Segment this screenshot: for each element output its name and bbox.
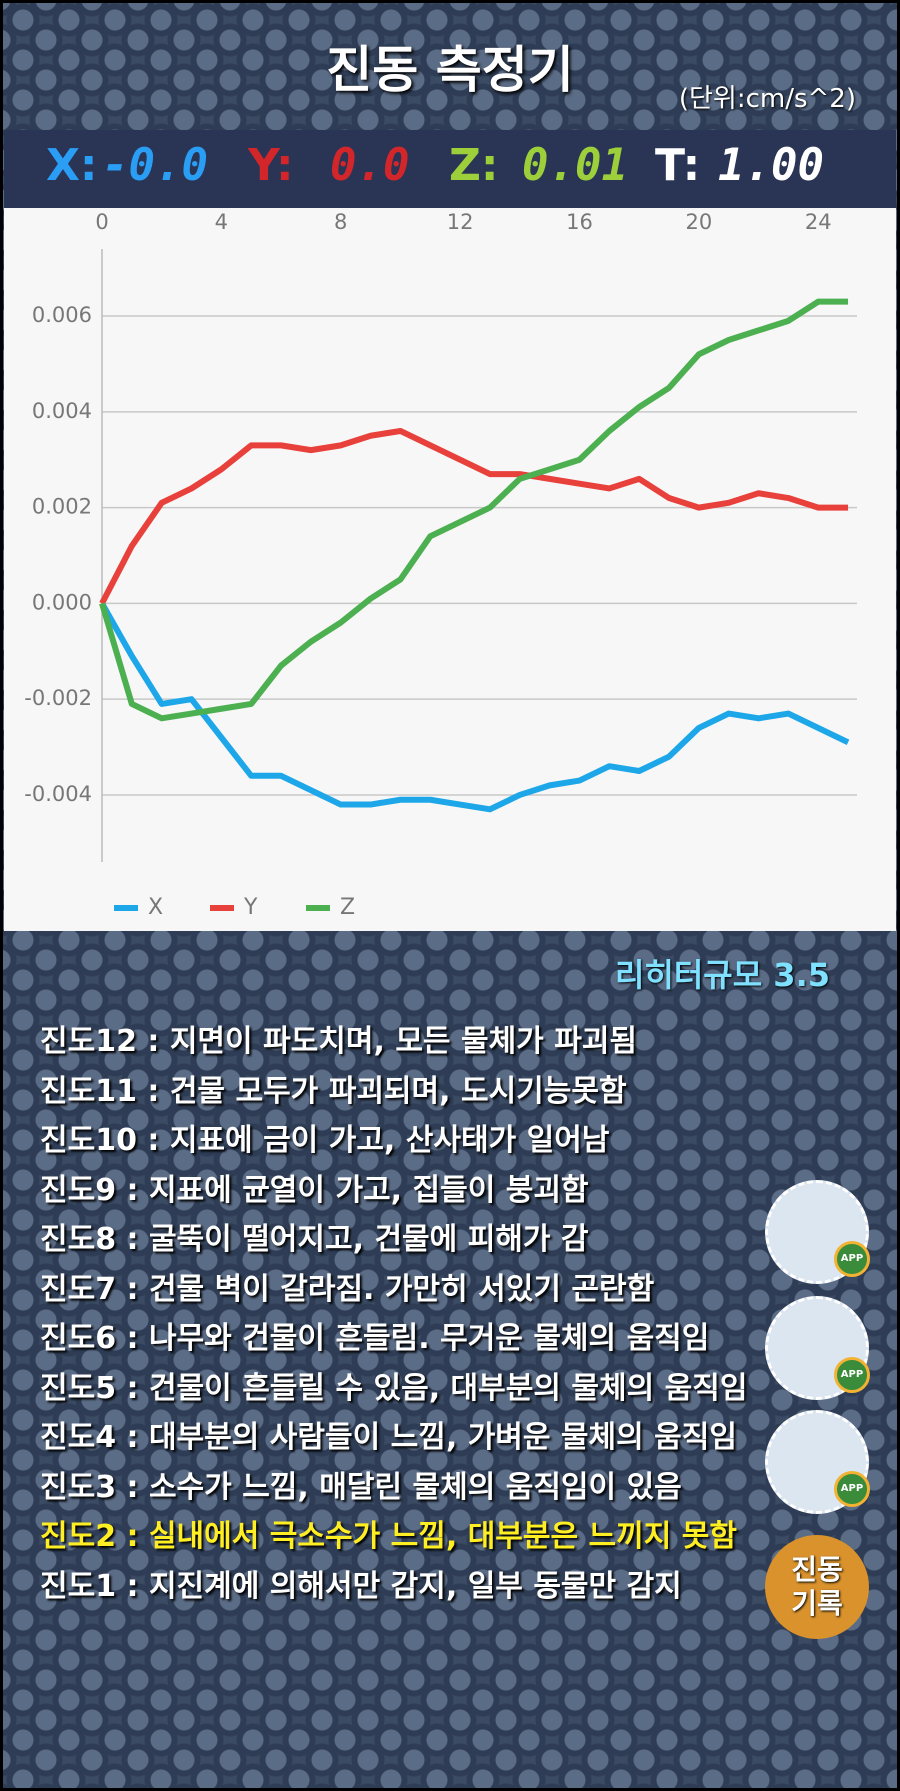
series-line [99, 601, 850, 813]
record-button-label: 진동 기록 [791, 1553, 843, 1620]
x-tick-label: 12 [447, 210, 474, 234]
level-item: 진도10 : 지표에 금이 가고, 산사태가 일어남 [40, 1123, 610, 1158]
app-icon[interactable]: APP [765, 1410, 870, 1514]
y-tick-label: -0.002 [24, 686, 92, 710]
readout-label: T: [655, 140, 701, 191]
level-item: 진도2 : 실내에서 극소수가 느낌, 대부분은 느끼지 못함 [40, 1519, 737, 1554]
readout-value: 0.0 [330, 140, 410, 191]
app-title: 진동 측정기 [326, 41, 574, 99]
app-badge: APP [834, 1471, 870, 1507]
level-item: 진도5 : 건물이 흔들릴 수 있음, 대부분의 물체의 움직임 [40, 1370, 748, 1406]
level-item: 진도6 : 나무와 건물이 흔들림. 무거운 물체의 움직임 [40, 1321, 710, 1356]
readout-label: X: [46, 140, 98, 191]
level-item: 진도4 : 대부분의 사람들이 느낌, 가벼운 물체의 움직임 [40, 1420, 737, 1455]
x-tick-label: 16 [566, 210, 593, 234]
y-tick-label: 0.000 [32, 590, 92, 614]
app-badge: APP [834, 1357, 870, 1393]
series-line [99, 298, 849, 722]
app-icon[interactable]: APP [765, 1180, 870, 1284]
readout-value: -0.0 [102, 140, 208, 191]
x-tick-label: 4 [215, 210, 228, 234]
app-icon[interactable]: APP [765, 1296, 870, 1400]
y-tick-label: 0.002 [32, 495, 92, 519]
readout-label: Y: [248, 140, 294, 191]
legend-label: Y [243, 895, 258, 920]
level-item: 진도9 : 지표에 균열이 가고, 집들이 붕괴함 [40, 1172, 589, 1208]
y-tick-label: 0.004 [32, 399, 92, 423]
legend-label: X [148, 895, 163, 920]
readout-value: 1.00 [718, 140, 824, 191]
legend-swatch [114, 905, 138, 911]
x-tick-label: 24 [805, 210, 832, 234]
x-tick-label: 20 [685, 210, 712, 234]
legend-label: Z [340, 895, 355, 920]
richter-scale: 리히터규모 3.5 [614, 956, 830, 994]
level-item: 진도1 : 지진계에 의해서만 감지, 일부 동물만 감지 [40, 1568, 682, 1604]
y-tick-label: -0.004 [24, 782, 92, 806]
level-item: 진도12 : 지면이 파도치며, 모든 물체가 파괴됨 [40, 1024, 638, 1059]
readout-label: Z: [449, 140, 499, 191]
app-badge: APP [834, 1241, 870, 1277]
chart-background [4, 208, 896, 931]
y-tick-label: 0.006 [32, 303, 92, 327]
chart: -0.004 -0.002 0.000 0.002 0.004 0.006 0 4 8 12 16 2… [4, 208, 896, 931]
level-item: 진도11 : 건물 모두가 파괴되며, 도시기능못함 [40, 1073, 627, 1109]
x-tick-label: 8 [334, 210, 347, 234]
readout-value: 0.01 [522, 140, 628, 191]
x-tick-label: 0 [95, 210, 108, 234]
unit-label: (단위:cm/s^2) [678, 84, 856, 114]
record-button[interactable]: 진동 기록 [765, 1535, 869, 1639]
legend-swatch [306, 905, 330, 911]
level-item: 진도7 : 건물 벽이 갈라짐. 가만히 서있기 곤란함 [40, 1271, 655, 1307]
level-item: 진도3 : 소수가 느낌, 매달린 물체의 움직임이 있음 [40, 1469, 682, 1505]
level-item: 진도8 : 굴뚝이 떨어지고, 건물에 피해가 감 [40, 1222, 589, 1257]
readout-bar [4, 130, 896, 208]
series-line [99, 427, 849, 605]
legend-swatch [210, 905, 234, 911]
